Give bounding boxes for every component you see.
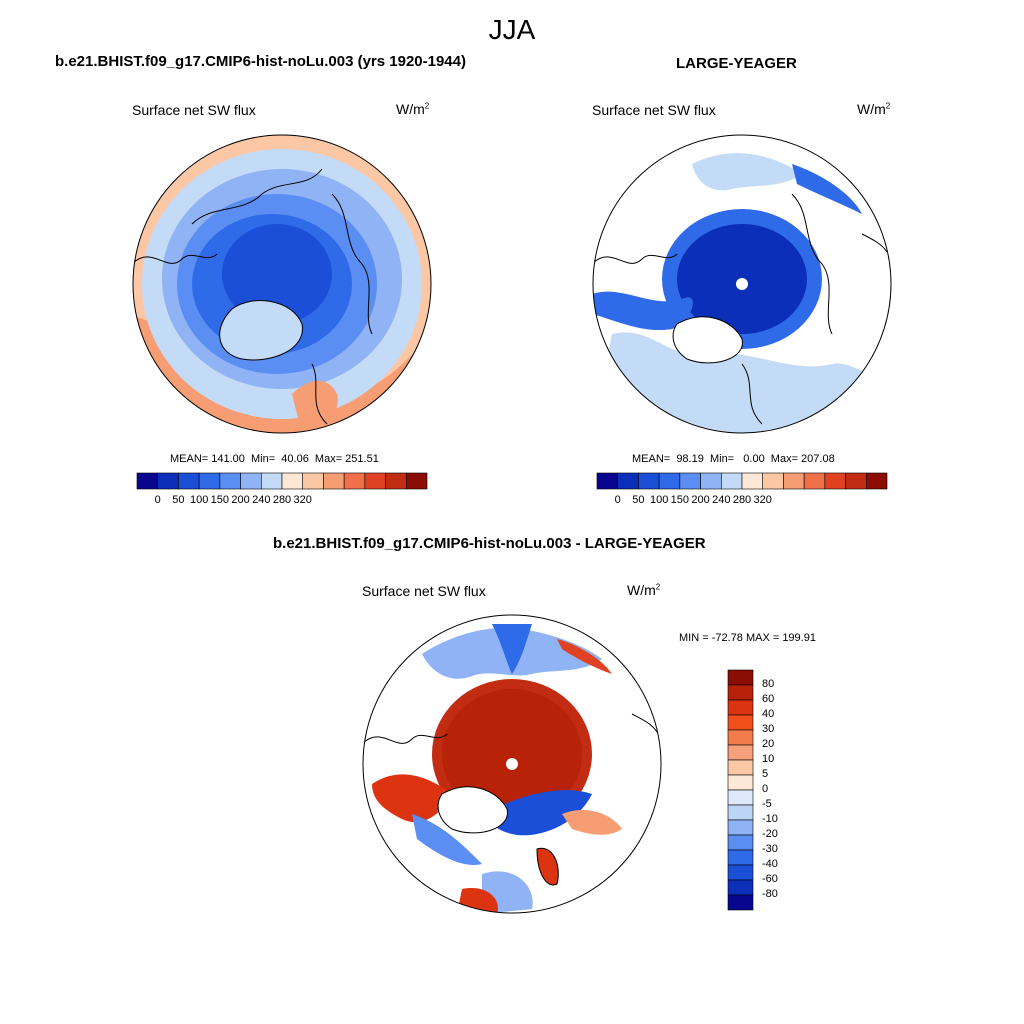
colorbar-swatch [157,472,179,490]
colorbar-tick-label: 280 [272,494,292,506]
colorbar-swatch [219,472,241,490]
colorbar-swatch [727,684,754,701]
colorbar-tick-label: 100 [649,494,669,506]
panel1-colorbar-ticks: 0 50 100 150 200 240 280 320 [137,494,427,508]
colorbar-swatch [727,744,754,761]
colorbar-tick-label: 0 [614,494,621,506]
colorbar-swatch [343,472,366,490]
colorbar-swatch [762,472,784,490]
colorbar-swatch [727,759,754,776]
colorbar-swatch [727,699,754,716]
colorbar-swatch [405,472,428,490]
panel3-polar-map [362,614,662,914]
panel2-colorbar [596,472,888,490]
panel2-title: LARGE-YEAGER [676,55,797,72]
colorbar-tick-label: 280 [732,494,752,506]
colorbar-tick-label: 240 [252,494,271,506]
colorbar-swatch [727,864,754,881]
colorbar-tick-label: 80 [762,678,775,690]
colorbar-tick-label: 20 [762,738,775,750]
colorbar-swatch [803,472,826,490]
colorbar-swatch [720,472,743,490]
colorbar-swatch [700,472,722,490]
colorbar-tick-label: 150 [670,494,690,506]
colorbar-tick-label: 320 [293,494,312,506]
colorbar-swatch [727,819,754,836]
colorbar-swatch [136,472,159,490]
colorbar-swatch [727,789,754,806]
colorbar-swatch [727,804,754,821]
colorbar-swatch [323,472,345,490]
panel3-colorbar-ticks: 80 60 40 30 20 10 5 0 -5 -10 -20 -30 -40 -60 -80 [762,670,802,910]
colorbar-swatch [865,472,888,490]
colorbar-swatch [302,472,324,490]
colorbar-swatch [596,472,619,490]
colorbar-swatch [198,472,221,490]
colorbar-tick-label: 60 [762,693,775,705]
panel3-variable-label: Surface net SW flux [362,583,486,599]
colorbar-tick-label: 50 [632,494,645,506]
colorbar-swatch [727,774,754,791]
colorbar-tick-label: 200 [691,494,710,506]
colorbar-swatch [783,472,805,490]
colorbar-tick-label: -40 [762,858,778,870]
colorbar-tick-label: -30 [762,843,778,855]
colorbar-tick-label: -80 [762,888,778,900]
colorbar-tick-label: 10 [762,753,775,765]
colorbar-tick-label: 0 [154,494,161,506]
colorbar-tick-label: 100 [189,494,209,506]
colorbar-swatch [260,472,283,490]
colorbar-tick-label: 50 [172,494,185,506]
colorbar-tick-label: 200 [231,494,250,506]
colorbar-tick-label: 150 [210,494,230,506]
panel1-units: W/m2 [396,101,430,117]
colorbar-tick-label: -10 [762,813,778,825]
colorbar-swatch [727,879,754,896]
colorbar-tick-label: -60 [762,873,778,885]
colorbar-swatch [727,729,754,746]
colorbar-swatch [824,472,846,490]
panel1-colorbar [136,472,428,490]
colorbar-swatch [178,472,200,490]
colorbar-tick-label: 30 [762,723,775,735]
panel2-colorbar-ticks: 0 50 100 150 200 240 280 320 [597,494,887,508]
panel1-title: b.e21.BHIST.f09_g17.CMIP6-hist-noLu.003 … [55,53,466,70]
colorbar-swatch [727,849,754,866]
panel3-units: W/m2 [627,582,661,598]
panel1-variable-label: Surface net SW flux [132,102,256,118]
panel3-stats: MIN = -72.78 MAX = 199.91 [679,632,816,644]
colorbar-swatch [281,472,304,490]
panel2-stats: MEAN= 98.19 Min= 0.00 Max= 207.08 [632,453,835,465]
colorbar-swatch [727,669,754,686]
colorbar-tick-label: 240 [712,494,731,506]
colorbar-swatch [727,894,754,911]
colorbar-tick-label: 0 [762,783,769,795]
panel3-title: b.e21.BHIST.f09_g17.CMIP6-hist-noLu.003 … [273,535,706,552]
colorbar-swatch [617,472,639,490]
panel2-variable-label: Surface net SW flux [592,102,716,118]
panel1-stats: MEAN= 141.00 Min= 40.06 Max= 251.51 [170,453,379,465]
colorbar-tick-label: 40 [762,708,775,720]
colorbar-tick-label: -5 [762,798,772,810]
panel2-units: W/m2 [857,101,891,117]
panel3-colorbar [727,669,754,911]
colorbar-swatch [679,472,701,490]
colorbar-swatch [385,472,407,490]
colorbar-swatch [727,714,754,731]
colorbar-swatch [845,472,867,490]
colorbar-swatch [638,472,660,490]
colorbar-tick-label: 320 [753,494,772,506]
colorbar-tick-label: -20 [762,828,778,840]
panel2-polar-map [592,134,892,434]
season-title: JJA [488,14,536,45]
colorbar-swatch [727,834,754,851]
panel1-polar-map [132,134,432,434]
colorbar-swatch [741,472,764,490]
colorbar-tick-label: 5 [762,768,769,780]
colorbar-swatch [240,472,262,490]
colorbar-swatch [658,472,681,490]
colorbar-swatch [364,472,386,490]
